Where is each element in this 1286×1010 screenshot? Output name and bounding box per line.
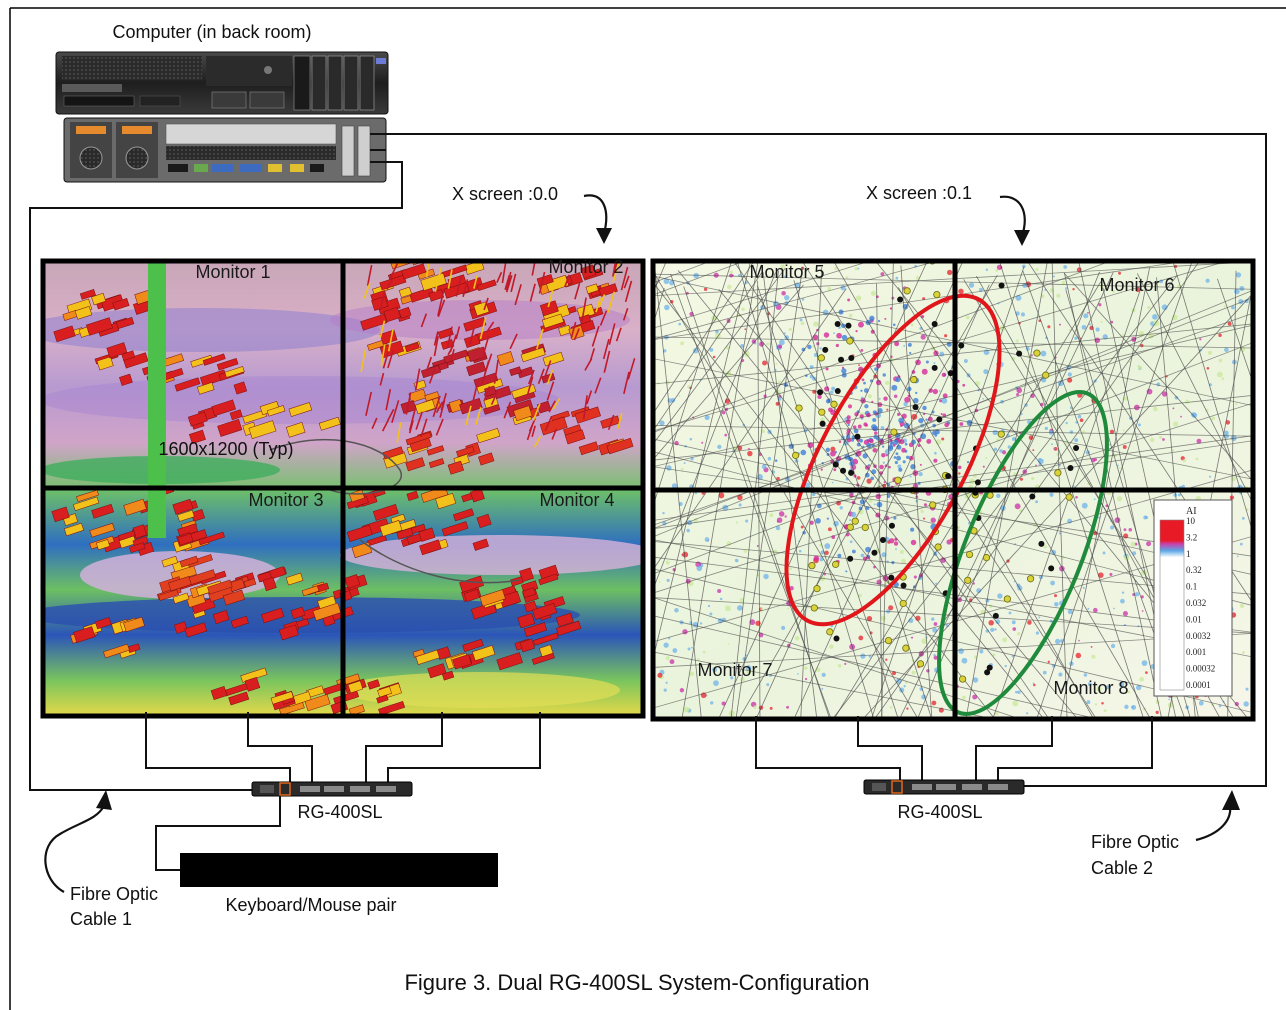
cable-1-label-line1: Fibre Optic xyxy=(70,884,158,904)
cable-monitor-6 xyxy=(857,716,923,784)
rg400sl-switch-2-icon xyxy=(863,779,1025,795)
left-monitor-wall-art xyxy=(45,263,641,714)
server-front-icon xyxy=(55,51,389,115)
cable-2-callout-head xyxy=(1222,790,1240,810)
monitor-4-label: Monitor 4 xyxy=(539,490,614,510)
legend-tick-label: 0.00032 xyxy=(1186,664,1215,674)
cable-monitor-8 xyxy=(997,716,1153,784)
legend-tick-label: 1 xyxy=(1186,549,1191,559)
cable-2-label-line1: Fibre Optic xyxy=(1091,832,1179,852)
monitor-2-label: Monitor 2 xyxy=(548,257,623,277)
cable-monitor-5 xyxy=(755,716,901,784)
cable-monitor-4 xyxy=(387,712,541,784)
keyboard-cable xyxy=(155,796,281,871)
legend-tick-label: 0.0032 xyxy=(1186,631,1211,641)
amplitude-legend: AI 10 3.2 1 0.32 0.1 0.032 0.01 0.0032 0.001 0.00… xyxy=(1153,499,1233,697)
fibre-cable-2-line xyxy=(370,133,1267,787)
legend-tick-label: 0.01 xyxy=(1186,614,1202,624)
cable-monitor-7 xyxy=(975,716,1053,784)
figure-caption: Figure 3. Dual RG-400SL System-Configura… xyxy=(404,970,869,995)
right-monitor-grid xyxy=(650,258,1256,722)
x-screen-0-arrow-curve xyxy=(583,194,608,235)
cable-monitor-1 xyxy=(145,712,291,784)
cable-2-label-line2: Cable 2 xyxy=(1091,858,1153,878)
switch-1-label: RG-400SL xyxy=(297,802,382,822)
x-screen-1-label: X screen :0.1 xyxy=(866,183,972,203)
green-ellipse xyxy=(937,390,1109,716)
rg400sl-switch-1-icon xyxy=(251,781,413,797)
server-back-icon xyxy=(63,117,387,183)
cable-monitor-2 xyxy=(247,712,313,784)
monitor-1-label: Monitor 1 xyxy=(195,262,270,282)
legend-tick-label: 0.32 xyxy=(1186,565,1202,575)
legend-tick-label: 0.0001 xyxy=(1186,680,1211,690)
cable-1-callout-head xyxy=(96,790,112,810)
cable-1-label-line2: Cable 1 xyxy=(70,909,132,929)
left-monitor-grid xyxy=(40,258,646,719)
cable-monitor-3 xyxy=(365,712,443,784)
x-screen-1-arrow-curve xyxy=(999,195,1026,237)
monitor-8-label: Monitor 8 xyxy=(1053,678,1128,698)
cable-1-callout-curve xyxy=(44,805,105,893)
x-screen-0-label: X screen :0.0 xyxy=(452,184,558,204)
monitor-6-label: Monitor 6 xyxy=(1099,275,1174,295)
keyboard-label: Keyboard/Mouse pair xyxy=(225,895,396,915)
legend-title: AI xyxy=(1186,506,1197,517)
x-screen-0-arrow-head xyxy=(596,228,612,244)
monitor-5-label: Monitor 5 xyxy=(749,262,824,282)
legend-tick-label: 0.032 xyxy=(1186,598,1206,608)
legend-tick-label: 0.1 xyxy=(1186,582,1197,592)
legend-tick-label: 0.001 xyxy=(1186,647,1206,657)
monitor-3-label: Monitor 3 xyxy=(248,490,323,510)
x-screen-1-arrow-head xyxy=(1014,230,1030,246)
monitor-7-label: Monitor 7 xyxy=(697,660,772,680)
legend-tick-label: 3.2 xyxy=(1186,532,1197,542)
keyboard-mouse-box xyxy=(180,853,498,887)
resolution-label: 1600x1200 (Typ) xyxy=(158,439,293,459)
computer-label: Computer (in back room) xyxy=(112,22,311,42)
switch-2-label: RG-400SL xyxy=(897,802,982,822)
fibre-cable-1-line xyxy=(29,161,403,791)
cable-2-callout-curve xyxy=(1195,805,1232,842)
legend-tick-label: 10 xyxy=(1186,516,1196,526)
